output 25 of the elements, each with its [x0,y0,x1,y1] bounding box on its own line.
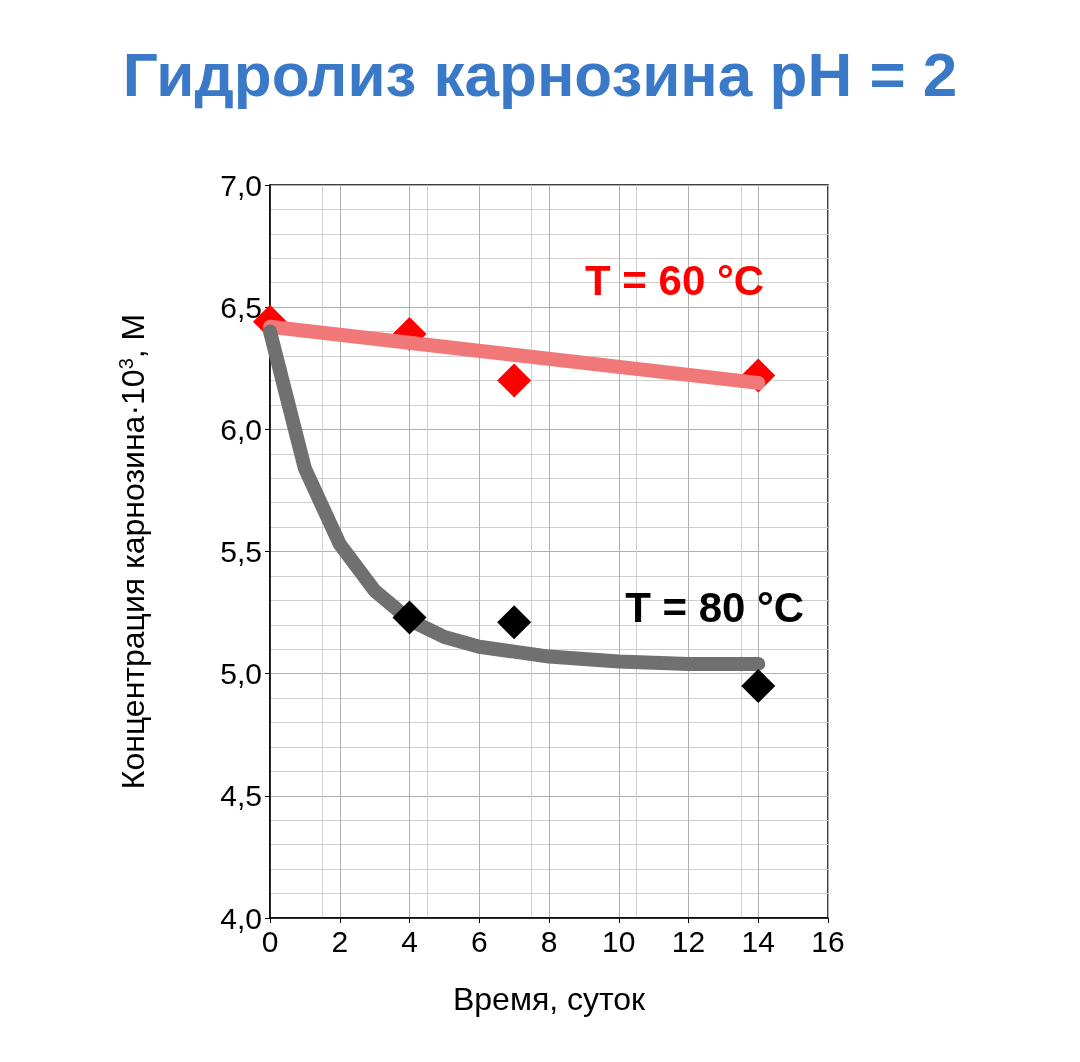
x-tick-label: 14 [741,924,775,958]
x-tick-label: 4 [401,924,418,958]
chart-title: Гидролиз карнозина pH = 2 [122,39,958,109]
x-tick-label: 2 [331,924,349,958]
x-tick-label: 12 [671,924,706,958]
point [497,605,532,640]
x-tick-label: 0 [261,924,279,958]
x-tick-label: 10 [602,924,636,958]
y-axis-title: Концентрация карнозина·103, М [115,313,151,790]
y-tick-label: 6,0 [220,412,262,446]
point [741,668,776,703]
y-tick-label: 7,0 [220,168,262,202]
series-label: T = 60 °C [585,256,765,304]
x-tick-label: 8 [540,924,558,958]
y-tick-label: 5,5 [220,535,262,568]
y-tick-label: 5,0 [220,657,262,691]
x-tick-label: 6 [470,924,488,958]
y-tick-label: 6,5 [220,290,262,324]
series-label: T = 80 °C [625,584,805,632]
point [392,600,427,635]
y-tick-label: 4,0 [220,901,262,935]
point [497,363,532,398]
y-tick-label: 4,5 [220,779,262,813]
x-axis-title: Время, суток [452,981,647,1017]
x-tick-label: 16 [811,924,845,958]
